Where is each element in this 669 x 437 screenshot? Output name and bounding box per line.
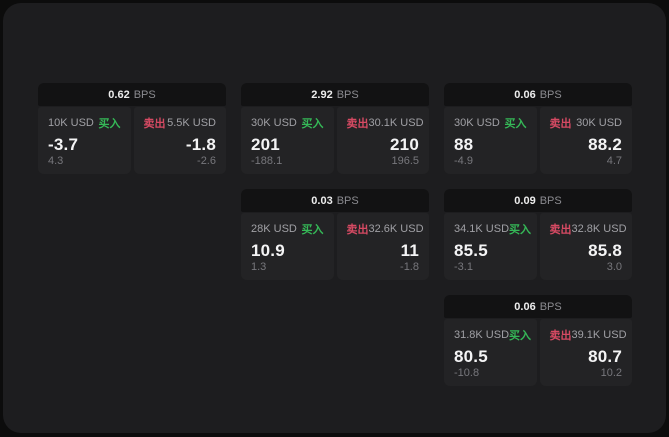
bps-value: 0.09 [514, 194, 536, 207]
sell-quote-panel[interactable]: 卖出 30K USD 88.2 4.7 [539, 107, 632, 174]
quote-card: 0.03 BPS 28K USD 买入 10.9 1.3 卖出 32.6K US… [241, 189, 429, 280]
sell-price: 210 [390, 135, 419, 154]
sell-quote-panel[interactable]: 卖出 32.8K USD 85.8 3.0 [539, 213, 632, 280]
app-panel: 0.62 BPS 10K USD 买入 -3.7 4.3 卖出 5.5K USD [3, 3, 666, 433]
sell-tag[interactable]: 卖出 [346, 224, 369, 236]
card-header: 0.03 BPS [241, 189, 429, 212]
quote-grid: 0.62 BPS 10K USD 买入 -3.7 4.3 卖出 5.5K USD [38, 83, 632, 386]
buy-quote-panel[interactable]: 31.8K USD 买入 80.5 -10.8 [444, 319, 537, 386]
buy-quote-panel[interactable]: 30K USD 买入 88 -4.9 [444, 107, 537, 174]
card-header: 2.92 BPS [241, 83, 429, 106]
buy-size: 28K USD [251, 223, 297, 235]
bps-unit-label: BPS [133, 88, 156, 101]
sell-price: -1.8 [185, 135, 216, 154]
bps-value: 0.03 [311, 194, 333, 207]
bps-unit-label: BPS [539, 88, 562, 101]
buy-price: 201 [251, 135, 280, 154]
sell-quote-panel[interactable]: 卖出 39.1K USD 80.7 10.2 [539, 319, 632, 386]
sell-quote-panel[interactable]: 卖出 5.5K USD -1.8 -2.6 [133, 107, 226, 174]
sell-quote-panel[interactable]: 卖出 32.6K USD 11 -1.8 [336, 213, 429, 280]
buy-price: 80.5 [454, 347, 488, 366]
card-body: 30K USD 买入 88 -4.9 卖出 30K USD 88.2 4.7 [444, 107, 632, 174]
sell-size: 32.8K USD [571, 223, 627, 235]
bps-unit-label: BPS [539, 194, 562, 207]
buy-tag[interactable]: 买入 [301, 118, 324, 130]
bps-value: 2.92 [311, 88, 333, 101]
sell-delta: -1.8 [400, 261, 419, 273]
quote-card: 2.92 BPS 30K USD 买入 201 -188.1 卖出 30.1K … [241, 83, 429, 174]
sell-price: 88.2 [588, 135, 622, 154]
sell-size: 30K USD [576, 117, 622, 129]
sell-size: 39.1K USD [571, 329, 627, 341]
card-body: 30K USD 买入 201 -188.1 卖出 30.1K USD 210 1… [241, 107, 429, 174]
sell-size: 30.1K USD [368, 117, 424, 129]
buy-price: 88 [454, 135, 474, 154]
sell-price: 85.8 [588, 241, 622, 260]
buy-size: 30K USD [251, 117, 297, 129]
card-header: 0.62 BPS [38, 83, 226, 106]
sell-tag[interactable]: 卖出 [549, 118, 572, 130]
buy-tag[interactable]: 买入 [509, 330, 532, 342]
buy-tag[interactable]: 买入 [301, 224, 324, 236]
buy-quote-panel[interactable]: 34.1K USD 买入 85.5 -3.1 [444, 213, 537, 280]
sell-size: 5.5K USD [167, 117, 216, 129]
buy-quote-panel[interactable]: 10K USD 买入 -3.7 4.3 [38, 107, 131, 174]
buy-delta: -3.1 [454, 261, 473, 273]
sell-tag[interactable]: 卖出 [143, 118, 166, 130]
buy-size: 34.1K USD [454, 223, 510, 235]
bps-unit-label: BPS [539, 300, 562, 313]
sell-delta: 10.2 [600, 367, 622, 379]
buy-price: 10.9 [251, 241, 285, 260]
sell-delta: 196.5 [391, 155, 419, 167]
buy-price: -3.7 [48, 135, 79, 154]
buy-quote-panel[interactable]: 30K USD 买入 201 -188.1 [241, 107, 334, 174]
card-header: 0.06 BPS [444, 295, 632, 318]
card-body: 31.8K USD 买入 80.5 -10.8 卖出 39.1K USD 80.… [444, 319, 632, 386]
quote-card: 0.09 BPS 34.1K USD 买入 85.5 -3.1 卖出 32.8K… [444, 189, 632, 280]
quote-card: 0.06 BPS 30K USD 买入 88 -4.9 卖出 30K USD [444, 83, 632, 174]
card-header: 0.06 BPS [444, 83, 632, 106]
sell-price: 80.7 [588, 347, 622, 366]
bps-unit-label: BPS [336, 88, 359, 101]
bps-value: 0.06 [514, 300, 536, 313]
sell-tag[interactable]: 卖出 [549, 330, 572, 342]
buy-quote-panel[interactable]: 28K USD 买入 10.9 1.3 [241, 213, 334, 280]
bps-value: 0.06 [514, 88, 536, 101]
card-body: 10K USD 买入 -3.7 4.3 卖出 5.5K USD -1.8 -2.… [38, 107, 226, 174]
card-body: 28K USD 买入 10.9 1.3 卖出 32.6K USD 11 -1.8 [241, 213, 429, 280]
buy-delta: 4.3 [48, 155, 64, 167]
sell-tag[interactable]: 卖出 [549, 224, 572, 236]
buy-tag[interactable]: 买入 [509, 224, 532, 236]
buy-delta: -10.8 [454, 367, 480, 379]
bps-value: 0.62 [108, 88, 130, 101]
buy-size: 10K USD [48, 117, 94, 129]
buy-delta: -4.9 [454, 155, 473, 167]
sell-size: 32.6K USD [368, 223, 424, 235]
buy-tag[interactable]: 买入 [504, 118, 527, 130]
sell-delta: 3.0 [606, 261, 622, 273]
buy-price: 85.5 [454, 241, 488, 260]
quote-card: 0.06 BPS 31.8K USD 买入 80.5 -10.8 卖出 39.1… [444, 295, 632, 386]
sell-price: 11 [400, 241, 419, 260]
buy-delta: -188.1 [251, 155, 283, 167]
buy-tag[interactable]: 买入 [98, 118, 121, 130]
card-body: 34.1K USD 买入 85.5 -3.1 卖出 32.8K USD 85.8… [444, 213, 632, 280]
sell-quote-panel[interactable]: 卖出 30.1K USD 210 196.5 [336, 107, 429, 174]
quote-card: 0.62 BPS 10K USD 买入 -3.7 4.3 卖出 5.5K USD [38, 83, 226, 174]
bps-unit-label: BPS [336, 194, 359, 207]
buy-delta: 1.3 [251, 261, 267, 273]
buy-size: 31.8K USD [454, 329, 510, 341]
sell-delta: 4.7 [606, 155, 622, 167]
sell-delta: -2.6 [197, 155, 216, 167]
sell-tag[interactable]: 卖出 [346, 118, 369, 130]
buy-size: 30K USD [454, 117, 500, 129]
card-header: 0.09 BPS [444, 189, 632, 212]
